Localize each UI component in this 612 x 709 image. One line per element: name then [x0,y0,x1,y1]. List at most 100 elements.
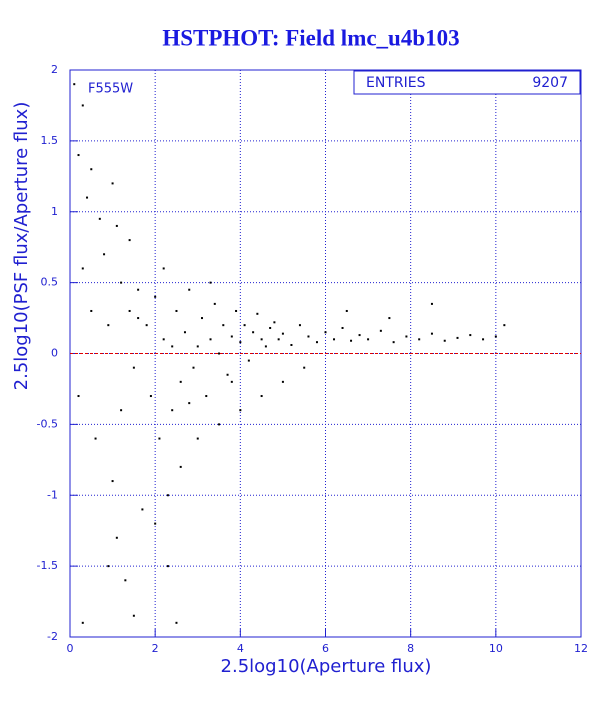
point [222,324,225,327]
point [418,338,421,341]
point [73,83,76,86]
annotation: F555W [88,82,133,97]
point [256,312,259,315]
point [209,338,212,341]
point [345,309,348,312]
point [469,334,472,337]
point [94,437,97,440]
point [341,326,344,329]
point [171,345,174,348]
point [205,395,208,398]
point [367,338,370,341]
point [290,343,293,346]
point [273,321,276,324]
point [298,324,301,327]
x-tick-label: 10 [489,642,503,655]
x-tick-label: 0 [67,642,74,655]
point [230,335,233,338]
point [196,437,199,440]
point [503,324,506,327]
point [115,224,118,227]
point [405,335,408,338]
point [132,614,135,617]
point [162,267,165,270]
point [379,329,382,332]
point [239,409,242,412]
point [213,302,216,305]
point [166,494,169,497]
point [103,253,106,256]
point [281,332,284,335]
point [124,579,127,582]
x-tick-label: 6 [322,642,329,655]
point [443,339,446,342]
y-tick-label: 0.5 [41,276,59,289]
point [230,380,233,383]
point [247,359,250,362]
point [260,395,263,398]
point [111,182,114,185]
point [77,395,80,398]
point [171,409,174,412]
y-tick-label: -1.5 [37,559,58,572]
point [188,402,191,405]
point [81,267,84,270]
point [175,621,178,624]
point [141,508,144,511]
point [154,522,157,525]
y-tick-label: 1 [51,205,58,218]
point [482,338,485,341]
stats-label: ENTRIES [366,75,426,91]
point [218,423,221,426]
y-tick-label: 0 [51,347,58,360]
point [115,536,118,539]
point [350,339,353,342]
point [98,217,101,220]
x-tick-label: 8 [407,642,414,655]
x-axis-label: 2.5log10(Aperture flux) [221,656,432,677]
point [166,565,169,568]
point [324,331,327,334]
point [120,409,123,412]
point [162,338,165,341]
y-axis-label: 2.5log10(PSF flux/Aperture flux) [11,102,32,391]
point [209,281,212,284]
point [494,335,497,338]
point [175,309,178,312]
point [196,345,199,348]
point [430,302,433,305]
y-tick-label: -0.5 [37,417,58,430]
point [315,341,318,344]
point [81,621,84,624]
point [333,338,336,341]
point [239,341,242,344]
point [107,324,110,327]
y-tick-label: 1.5 [41,134,59,147]
point [235,309,238,312]
point [107,565,110,568]
point [90,168,93,171]
point [137,317,140,320]
point [430,332,433,335]
point [128,309,131,312]
point [388,317,391,320]
point [188,288,191,291]
point [392,341,395,344]
point [456,336,459,339]
point [128,239,131,242]
y-tick-label: 2 [51,63,58,76]
point [120,281,123,284]
x-tick-label: 4 [237,642,244,655]
point [281,380,284,383]
y-tick-label: -2 [47,630,58,643]
point [149,395,152,398]
point [192,366,195,369]
stats-value: 9207 [532,75,568,91]
point [81,104,84,107]
point [260,338,263,341]
point [307,335,310,338]
stats-box [353,70,581,95]
y-tick-label: -1 [47,488,58,501]
point [179,465,182,468]
